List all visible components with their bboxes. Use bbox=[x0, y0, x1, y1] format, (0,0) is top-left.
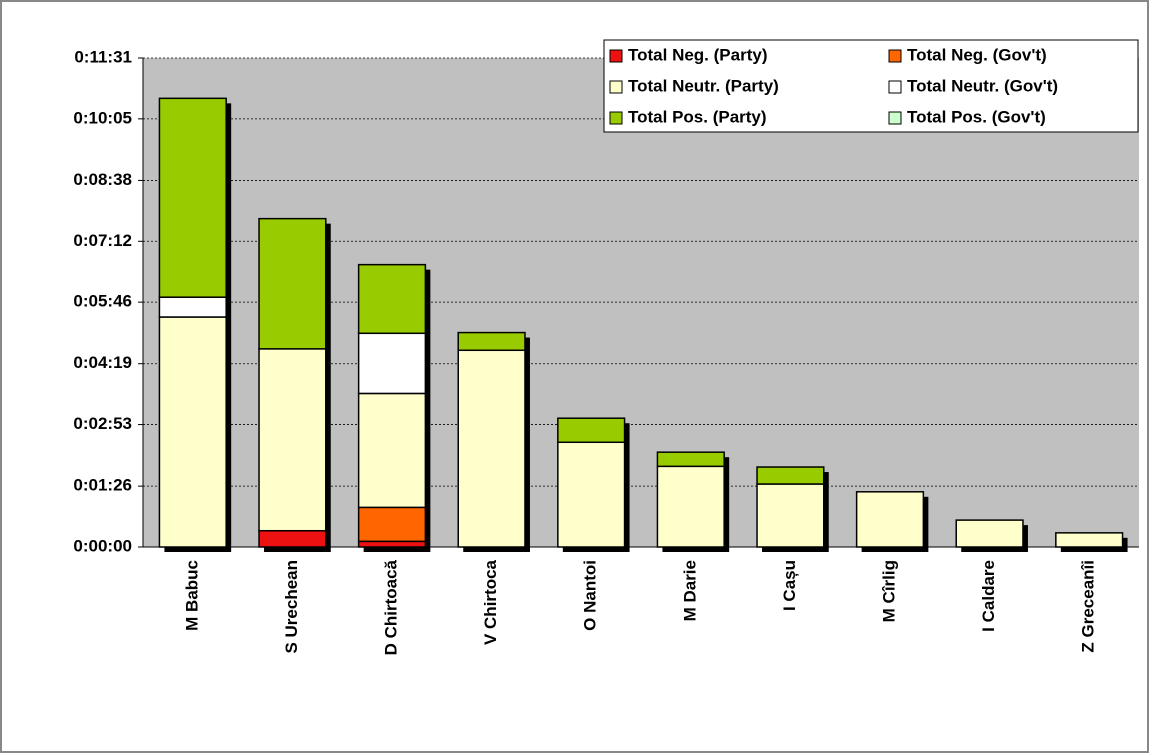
y-tick-label: 0:07:12 bbox=[73, 231, 132, 250]
bar-segment bbox=[557, 417, 626, 444]
x-tick-label: O Nantoi bbox=[581, 560, 600, 631]
legend-label: Total Pos. (Gov't) bbox=[907, 107, 1046, 126]
x-tick-label: D Chirtoacă bbox=[381, 559, 400, 655]
bar-segment bbox=[357, 506, 427, 543]
y-tick-label: 0:04:19 bbox=[73, 353, 132, 372]
bar-segment bbox=[357, 332, 427, 395]
bar-segment bbox=[1055, 532, 1124, 548]
bar-segment bbox=[756, 483, 825, 548]
legend-label: Total Pos. (Party) bbox=[628, 107, 767, 126]
x-tick-label: Z Greceanîi bbox=[1079, 560, 1098, 653]
bar-segment bbox=[357, 540, 427, 548]
y-tick-label: 0:02:53 bbox=[73, 414, 132, 433]
y-tick-label: 0:00:00 bbox=[73, 536, 132, 555]
y-tick-label: 0:10:05 bbox=[73, 108, 132, 127]
x-tick-label: I Caldare bbox=[979, 560, 998, 632]
legend-swatch bbox=[609, 111, 623, 125]
x-tick-label: V Chirtoca bbox=[481, 559, 500, 645]
legend-label: Total Neutr. (Party) bbox=[628, 76, 779, 95]
bar-segment bbox=[158, 296, 227, 318]
bar-segment bbox=[158, 316, 227, 548]
y-tick-label: 0:05:46 bbox=[73, 292, 132, 311]
y-tick-label: 0:01:26 bbox=[73, 476, 132, 495]
bar-segment bbox=[258, 529, 327, 548]
bar-segment bbox=[457, 349, 526, 548]
legend-swatch bbox=[609, 49, 623, 63]
x-tick-label: M Cîrlig bbox=[879, 560, 898, 622]
x-tick-label: M Babuc bbox=[182, 560, 201, 631]
legend-swatch bbox=[888, 80, 902, 94]
x-tick-label: I Cașu bbox=[780, 560, 799, 611]
legend-swatch bbox=[609, 80, 623, 94]
legend-label: Total Neutr. (Gov't) bbox=[907, 76, 1058, 95]
y-tick-label: 0:08:38 bbox=[73, 170, 132, 189]
bar-segment bbox=[855, 491, 925, 548]
bar-segment bbox=[656, 451, 725, 468]
bar-segment bbox=[557, 441, 626, 548]
legend-swatch bbox=[888, 111, 902, 125]
y-tick-label: 0:11:31 bbox=[74, 47, 132, 66]
bar-segment bbox=[457, 331, 526, 352]
bar-segment bbox=[357, 392, 427, 509]
legend-swatch bbox=[888, 49, 902, 63]
bar-segment bbox=[955, 519, 1024, 548]
bar-segment bbox=[357, 263, 427, 335]
legend-box bbox=[603, 39, 1139, 133]
bar-segment bbox=[258, 348, 327, 532]
legend-label: Total Neg. (Party) bbox=[628, 45, 767, 64]
bar-segment bbox=[656, 465, 725, 548]
bar-segment bbox=[756, 466, 825, 485]
legend-label: Total Neg. (Gov't) bbox=[907, 45, 1047, 64]
x-tick-label: M Darie bbox=[680, 560, 699, 621]
bar-segment bbox=[258, 217, 327, 350]
bar-segment bbox=[158, 97, 227, 298]
x-tick-label: S Urechean bbox=[282, 560, 301, 654]
